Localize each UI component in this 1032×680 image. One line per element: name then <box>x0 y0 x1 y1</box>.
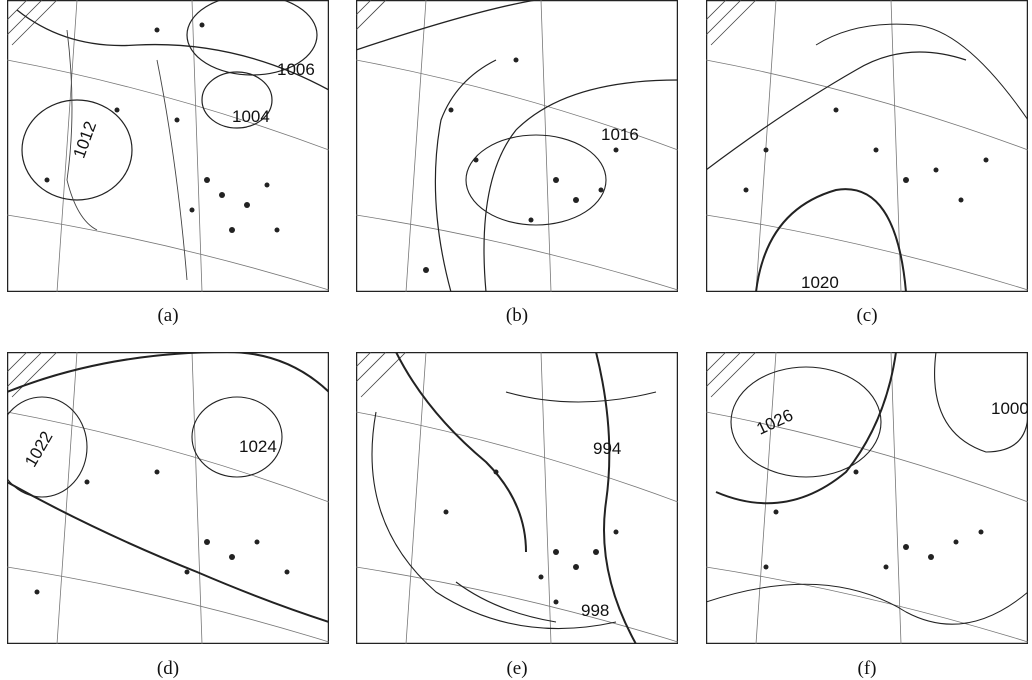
isobar-label: 994 <box>593 439 621 458</box>
map-f-canvas: 1026 1000 <box>706 352 1028 644</box>
isobar-label: 1000 <box>991 399 1028 418</box>
map-b-canvas: 1016 <box>356 0 678 292</box>
isobar-label: 1006 <box>277 60 315 79</box>
weather-map-a: 1006 1004 1012 (a) <box>7 0 329 326</box>
panel-caption: (a) <box>157 305 179 326</box>
panel-caption: (e) <box>506 658 528 679</box>
map-e-canvas: 994 998 <box>356 352 678 644</box>
isobar-label: 1020 <box>801 273 839 292</box>
isobar-label: 1004 <box>232 107 270 126</box>
isobar-label: 998 <box>581 601 609 620</box>
weather-map-d: 1024 1022 (d) <box>7 352 329 679</box>
isobar-label: 1024 <box>239 437 277 456</box>
panel-caption: (d) <box>156 658 180 679</box>
panel-caption: (f) <box>857 658 877 679</box>
weather-map-f: 1026 1000 (f) <box>706 352 1028 679</box>
map-a-canvas: 1006 1004 1012 <box>7 0 329 292</box>
panel-caption: (c) <box>856 305 878 326</box>
isobar-label: 1016 <box>601 125 639 144</box>
panel-caption: (b) <box>505 305 529 326</box>
weather-map-b: 1016 (b) <box>356 0 678 326</box>
weather-map-c: 1020 (c) <box>706 0 1028 326</box>
map-c-canvas: 1020 <box>706 0 1028 292</box>
station-markers <box>44 22 280 233</box>
map-d-canvas: 1024 1022 <box>7 352 329 644</box>
weather-map-e: 994 998 (e) <box>356 352 678 679</box>
